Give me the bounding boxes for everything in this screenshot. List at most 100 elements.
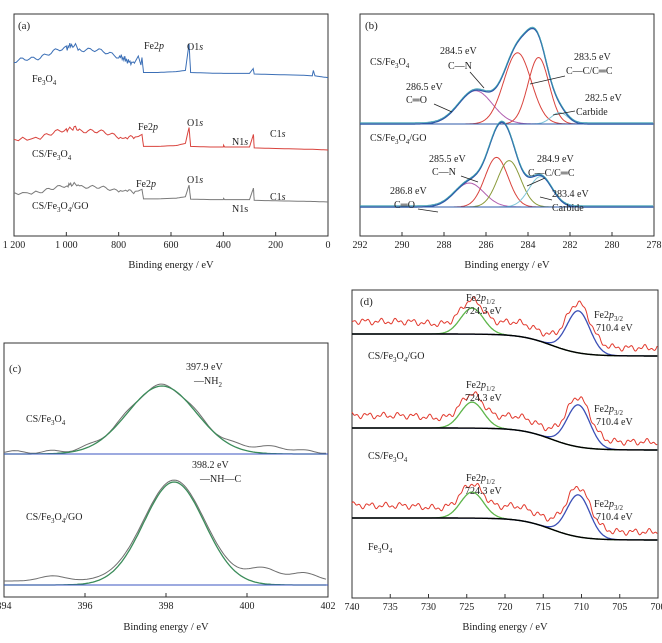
panel-b-frame bbox=[359, 13, 655, 237]
panel-c-letter: (c) bbox=[9, 363, 22, 375]
x-tick-label: 402 bbox=[321, 601, 336, 612]
panel-b-ann-1-group: C—N bbox=[448, 61, 472, 72]
panel-b-label-csgo: CS/Fe3O4/GO bbox=[370, 133, 426, 146]
series-line bbox=[13, 42, 329, 79]
panel-d-ann-1-p32: Fe2p3/2 bbox=[594, 310, 623, 323]
panel-c-ann-2-energy: 398.2 eV bbox=[192, 460, 229, 471]
panel-b-ann-2-group: C═O bbox=[406, 95, 427, 106]
leader-line bbox=[529, 75, 566, 85]
panel-b-ann-6-group: C═O bbox=[394, 200, 415, 211]
panel-a-ann-c1s-3: C1s bbox=[270, 192, 286, 203]
panel-b-ann-3-energy: 283.5 eV bbox=[574, 52, 611, 63]
panel-b: (b) 292 290 288 286 284 282 280 278 Binding ene… bbox=[353, 13, 662, 271]
panel-d: (d) 740 735 730 725 720 715 710 705 700 Binding … bbox=[345, 289, 662, 633]
background-line bbox=[352, 333, 658, 357]
panel-b-label-cs: CS/Fe3O4 bbox=[370, 57, 410, 70]
panel-d-frame bbox=[351, 289, 659, 599]
x-tick-label: 200 bbox=[268, 240, 283, 251]
panel-d-ann-2-p12: Fe2p1/2 bbox=[466, 380, 495, 393]
x-tick-label: 400 bbox=[240, 601, 255, 612]
leader-line bbox=[469, 71, 485, 89]
raw-line bbox=[351, 296, 658, 352]
panel-d-ann-1-p32-energy: 710.4 eV bbox=[596, 323, 633, 334]
x-tick-label: 1 000 bbox=[55, 240, 78, 251]
panel-c-ann-1-group: —NH2 bbox=[193, 376, 222, 389]
panel-d-label-csgo: CS/Fe3O4/GO bbox=[368, 351, 424, 364]
panel-d-ann-3-p32: Fe2p3/2 bbox=[594, 499, 623, 512]
panel-b-ticks: 292 290 288 286 284 282 280 278 bbox=[353, 232, 662, 251]
leader-line bbox=[552, 110, 576, 116]
x-tick-label: 278 bbox=[647, 240, 662, 251]
panel-b-ann-8-energy: 283.4 eV bbox=[552, 189, 589, 200]
panel-a-ann-n1s-2: N1s bbox=[232, 137, 248, 148]
raw-line bbox=[360, 120, 653, 207]
background-line bbox=[352, 517, 658, 541]
panel-d-ann-1-p12-energy: 724.3 eV bbox=[465, 306, 502, 317]
leader-line bbox=[526, 177, 546, 187]
series-line bbox=[13, 181, 329, 203]
leader-line bbox=[460, 175, 479, 183]
panel-c: (c) 394396398400402 Binding energy / eV … bbox=[0, 342, 336, 633]
x-tick-label: 730 bbox=[421, 602, 436, 613]
x-tick-label: 800 bbox=[111, 240, 126, 251]
panel-a-series bbox=[13, 42, 329, 203]
series-line bbox=[13, 125, 329, 151]
leader-line bbox=[417, 208, 439, 213]
raw-line bbox=[360, 26, 653, 124]
panel-b-series bbox=[360, 26, 654, 213]
raw-line bbox=[3, 383, 326, 454]
x-tick-label: 400 bbox=[216, 240, 231, 251]
panel-a-label-csgo: CS/Fe3O4/GO bbox=[32, 201, 88, 214]
panel-b-ann-7-energy: 284.9 eV bbox=[537, 154, 574, 165]
panel-a: (a) 1 200 1 000 800 600 400 200 0 Binding ener… bbox=[3, 13, 331, 271]
panel-a-letter: (a) bbox=[18, 20, 31, 32]
panel-d-xlabel: Binding energy / eV bbox=[462, 622, 548, 633]
x-tick-label: 725 bbox=[459, 602, 474, 613]
x-tick-label: 1 200 bbox=[3, 240, 26, 251]
panel-a-ann-o1s-1: O1s bbox=[187, 42, 203, 53]
x-tick-label: 394 bbox=[0, 601, 12, 612]
panel-a-ann-n1s-3: N1s bbox=[232, 204, 248, 215]
panel-c-frame bbox=[3, 342, 329, 598]
panel-d-ann-2-p32-energy: 710.4 eV bbox=[596, 417, 633, 428]
panel-a-ann-fe2p-3: Fe2p bbox=[136, 179, 156, 190]
x-tick-label: 735 bbox=[383, 602, 398, 613]
panel-b-ann-3-group: C—C/C═C bbox=[566, 66, 613, 77]
leader-line bbox=[539, 196, 553, 201]
panel-a-xlabel: Binding energy / eV bbox=[128, 260, 214, 271]
x-tick-label: 280 bbox=[605, 240, 620, 251]
panel-b-ann-5-energy: 285.5 eV bbox=[429, 154, 466, 165]
x-tick-label: 282 bbox=[563, 240, 578, 251]
panel-b-ann-1-energy: 284.5 eV bbox=[440, 46, 477, 57]
panel-d-letter: (d) bbox=[360, 296, 373, 308]
panel-d-ann-2-p32: Fe2p3/2 bbox=[594, 404, 623, 417]
panel-b-ann-6-energy: 286.8 eV bbox=[390, 186, 427, 197]
panel-b-letter: (b) bbox=[365, 20, 378, 32]
panel-b-ann-4-energy: 282.5 eV bbox=[585, 93, 622, 104]
panel-d-ann-3-p12-energy: 724.3 eV bbox=[465, 486, 502, 497]
fit-line bbox=[4, 481, 326, 586]
x-tick-label: 700 bbox=[651, 602, 662, 613]
panel-a-ann-fe2p-2: Fe2p bbox=[138, 122, 158, 133]
panel-c-series bbox=[3, 383, 328, 586]
panel-c-ann-1-energy: 397.9 eV bbox=[186, 362, 223, 373]
panel-d-ann-2-p12-energy: 724.3 eV bbox=[465, 393, 502, 404]
panel-a-label-cs: CS/Fe3O4 bbox=[32, 149, 72, 162]
raw-line bbox=[351, 482, 658, 536]
panel-b-ann-5-group: C—N bbox=[432, 167, 456, 178]
panel-a-ann-o1s-3: O1s bbox=[187, 175, 203, 186]
x-tick-label: 600 bbox=[164, 240, 179, 251]
x-tick-label: 710 bbox=[574, 602, 589, 613]
panel-b-ann-2-energy: 286.5 eV bbox=[406, 82, 443, 93]
background-line bbox=[352, 427, 658, 451]
panel-c-label-cs: CS/Fe3O4 bbox=[26, 414, 66, 427]
panel-d-series bbox=[351, 296, 658, 541]
x-tick-label: 290 bbox=[395, 240, 410, 251]
x-tick-label: 0 bbox=[326, 240, 331, 251]
x-tick-label: 720 bbox=[498, 602, 513, 613]
panel-c-ann-2-group: —NH—C bbox=[199, 474, 241, 485]
x-tick-label: 396 bbox=[78, 601, 93, 612]
panel-d-ann-3-p12: Fe2p1/2 bbox=[466, 473, 495, 486]
panel-d-ann-1-p12: Fe2p1/2 bbox=[466, 293, 495, 306]
